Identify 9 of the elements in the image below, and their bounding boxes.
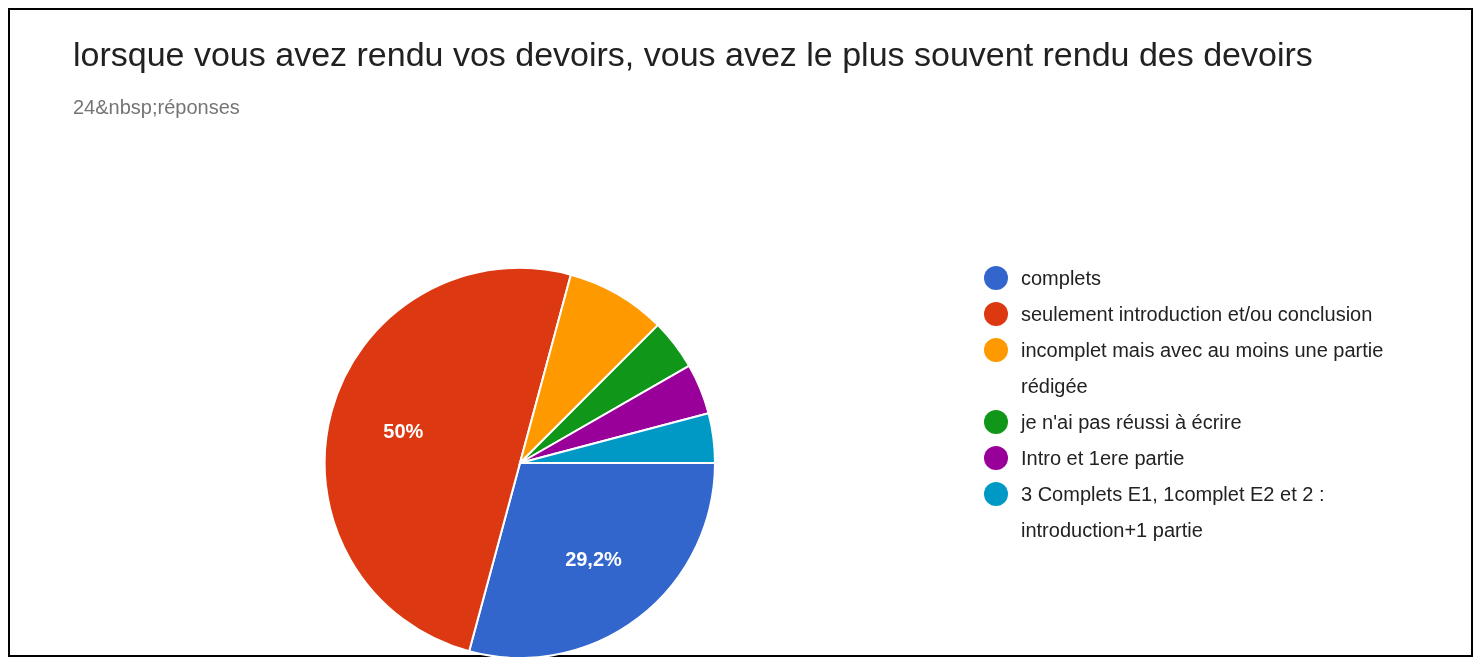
text: 24&nbsp;réponses	[73, 96, 240, 118]
legend-label: Intro et 1ere partie	[1021, 447, 1185, 469]
legend-label: 3 Complets E1, 1complet E2 et 2 : introduction+1 partie	[1021, 483, 1325, 541]
data-label: 50%	[383, 420, 424, 443]
legend-label: seulement introduction et/ou conclusion	[1021, 303, 1373, 325]
chart-title: lorsque vous avez rendu vos devoirs, vous avez le plus souvent rendu des devoirs	[73, 35, 1313, 73]
legend-label: je n'ai pas réussi à écrire	[1020, 411, 1242, 433]
data-label: 29,2%	[565, 547, 623, 570]
legend-label: complets	[1021, 267, 1102, 289]
